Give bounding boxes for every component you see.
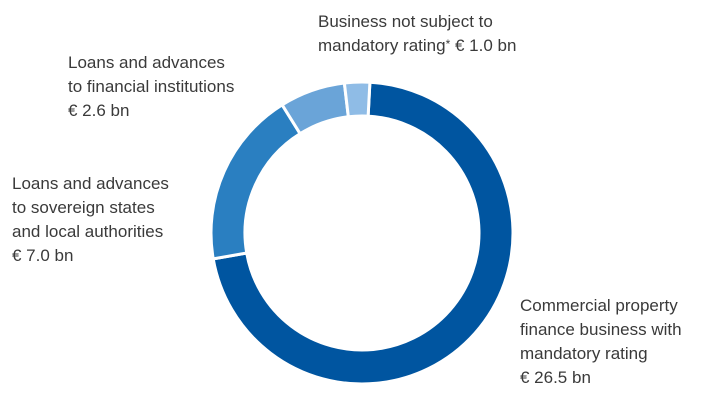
label-value: € 26.5 bn xyxy=(520,368,591,387)
label-line: to sovereign states xyxy=(12,198,155,217)
label-financial-institutions: Loans and advances to financial institut… xyxy=(68,51,234,123)
label-line: and local authorities xyxy=(12,222,164,241)
slice-commercial-property xyxy=(211,80,515,386)
label-line: Loans and advances xyxy=(12,174,169,193)
label-not-subject-to-rating: Business not subject to mandatory rating… xyxy=(318,10,516,58)
footnote-mark: * xyxy=(445,37,451,51)
label-line: mandatory rating* € 1.0 bn xyxy=(318,36,517,55)
label-commercial-property: Commercial property finance business wit… xyxy=(520,294,682,390)
label-line: Commercial property xyxy=(520,296,678,315)
label-sovereign-states: Loans and advances to sovereign states a… xyxy=(12,172,169,268)
slice-sovereign-states xyxy=(209,102,303,261)
slice-not-subject-to-rating xyxy=(342,80,372,119)
label-line: Business not subject to xyxy=(318,12,493,31)
label-line: to financial institutions xyxy=(68,77,235,96)
label-line: finance business with xyxy=(520,320,682,339)
label-value: € 7.0 bn xyxy=(12,246,74,265)
label-value: € 2.6 bn xyxy=(68,101,130,120)
label-line: Loans and advances xyxy=(68,53,225,72)
label-line: mandatory rating xyxy=(520,344,648,363)
